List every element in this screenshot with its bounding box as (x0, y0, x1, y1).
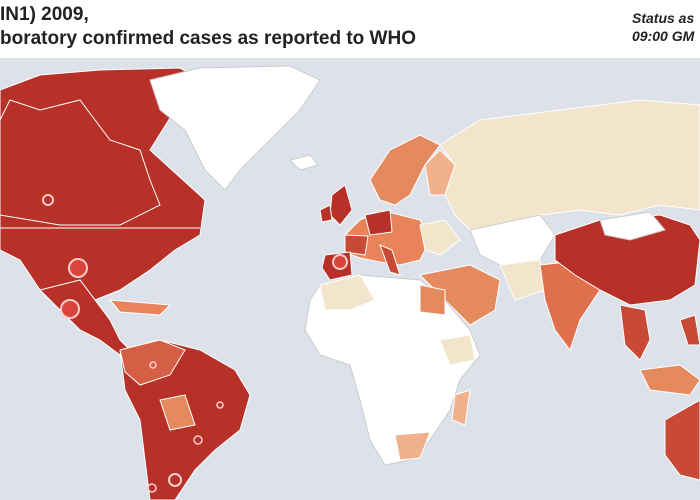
bolivia (159, 394, 196, 431)
east-africa (439, 334, 476, 366)
egypt (419, 284, 446, 316)
case-marker (216, 401, 224, 409)
world-map (0, 58, 700, 500)
italy (379, 244, 401, 276)
ukraine (419, 219, 461, 256)
status-label: Status as (632, 10, 695, 26)
case-marker (60, 299, 80, 319)
north-africa (319, 274, 376, 311)
south-africa (394, 431, 431, 461)
case-marker (332, 254, 348, 270)
russia (439, 99, 700, 231)
madagascar (451, 389, 471, 426)
status-time: 09:00 GM (632, 28, 695, 44)
indonesia (639, 364, 700, 396)
greenland (149, 65, 321, 191)
title: IN1) 2009, (0, 4, 89, 25)
germany (364, 209, 393, 236)
philippines (679, 314, 700, 346)
case-marker (149, 361, 157, 369)
case-marker (193, 435, 203, 445)
subtitle: boratory confirmed cases as reported to … (0, 28, 416, 49)
mongolia (599, 211, 666, 241)
thailand (619, 304, 651, 361)
ireland (319, 204, 333, 223)
australia (664, 399, 700, 481)
case-marker (168, 473, 182, 487)
case-marker (42, 194, 54, 206)
case-marker (147, 483, 157, 493)
case-marker (68, 258, 88, 278)
france (344, 234, 369, 256)
canada (0, 99, 161, 226)
caribbean (108, 299, 172, 316)
iceland (289, 154, 319, 171)
